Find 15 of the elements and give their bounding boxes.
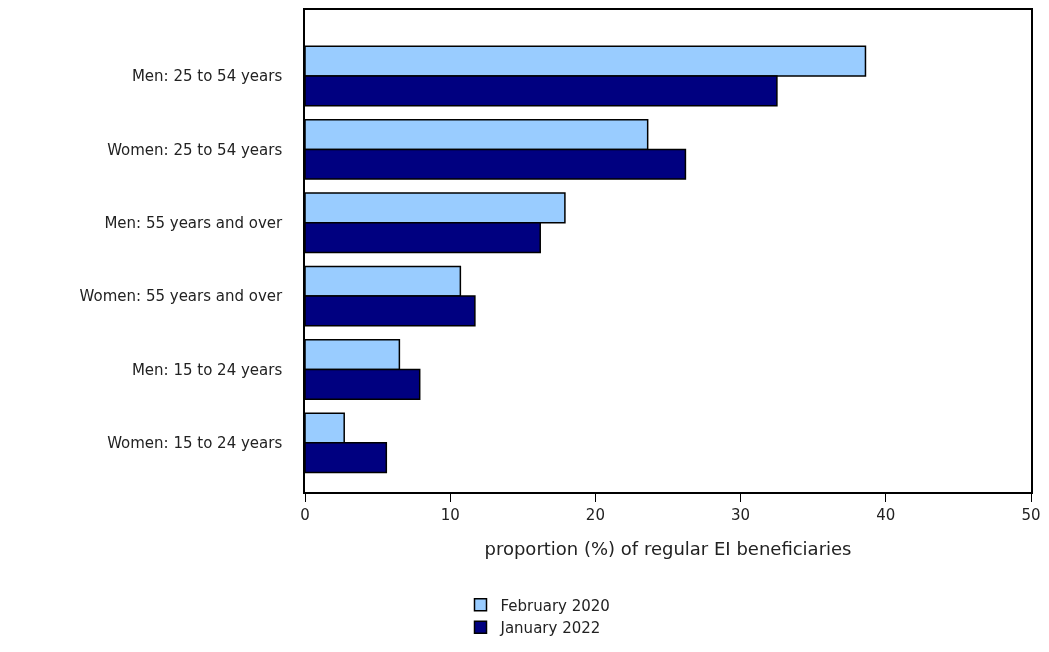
x-tick-label: 30 [731, 505, 751, 524]
y-tick-label: Women: 55 years and over [79, 287, 284, 306]
y-tick-label: Men: 25 to 54 years [131, 67, 283, 86]
y-tick-label: Women: 15 to 24 years [107, 434, 283, 453]
y-tick-label: Men: 15 to 24 years [131, 360, 283, 379]
legend-label: January 2022 [499, 619, 601, 637]
x-tick-label: 20 [585, 505, 605, 524]
x-tick-label: 40 [876, 505, 896, 524]
legend-label: February 2020 [500, 596, 610, 615]
x-tick-label: 0 [300, 505, 310, 524]
x-axis-title: proportion (%) of regular EI beneficiaries [484, 538, 852, 560]
y-tick-label: Women: 25 to 54 years [107, 140, 283, 159]
y-tick-label: Men: 55 years and over [104, 214, 284, 232]
x-tick-label: 10 [440, 505, 460, 524]
x-tick-label: 50 [1021, 505, 1041, 524]
